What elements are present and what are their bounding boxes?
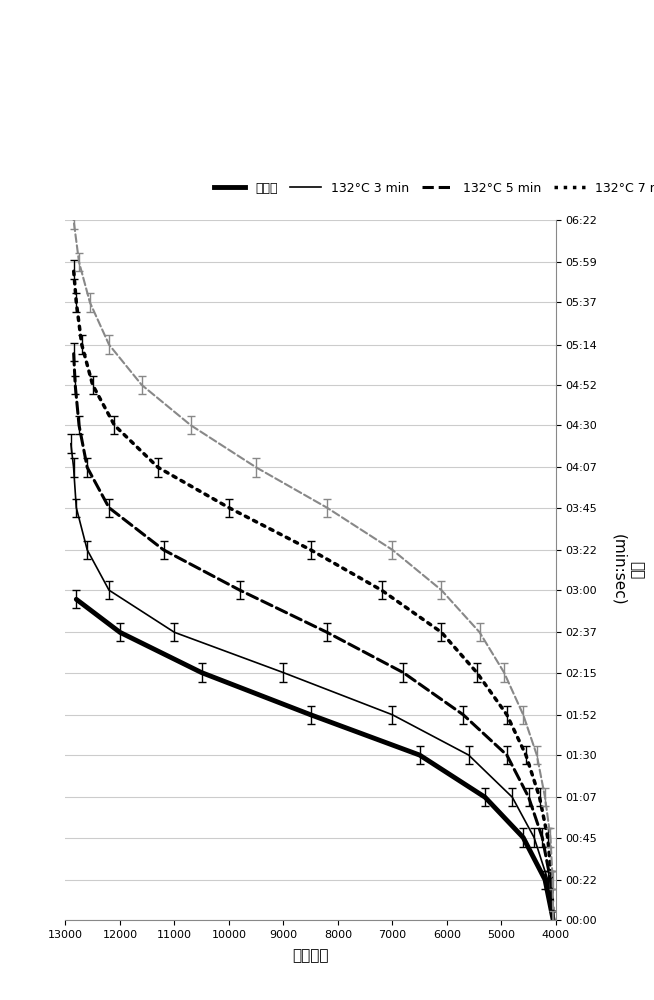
Y-axis label: 时间
(min:sec): 时间 (min:sec) [611,534,644,606]
X-axis label: 合胆浓系: 合胆浓系 [292,948,329,963]
Legend: 未灭菌, 132°C 3 min, 132°C 5 min, 132°C 7 min, 132°C 9 min: 未灭菌, 132°C 3 min, 132°C 5 min, 132°C 7 m… [209,177,654,200]
